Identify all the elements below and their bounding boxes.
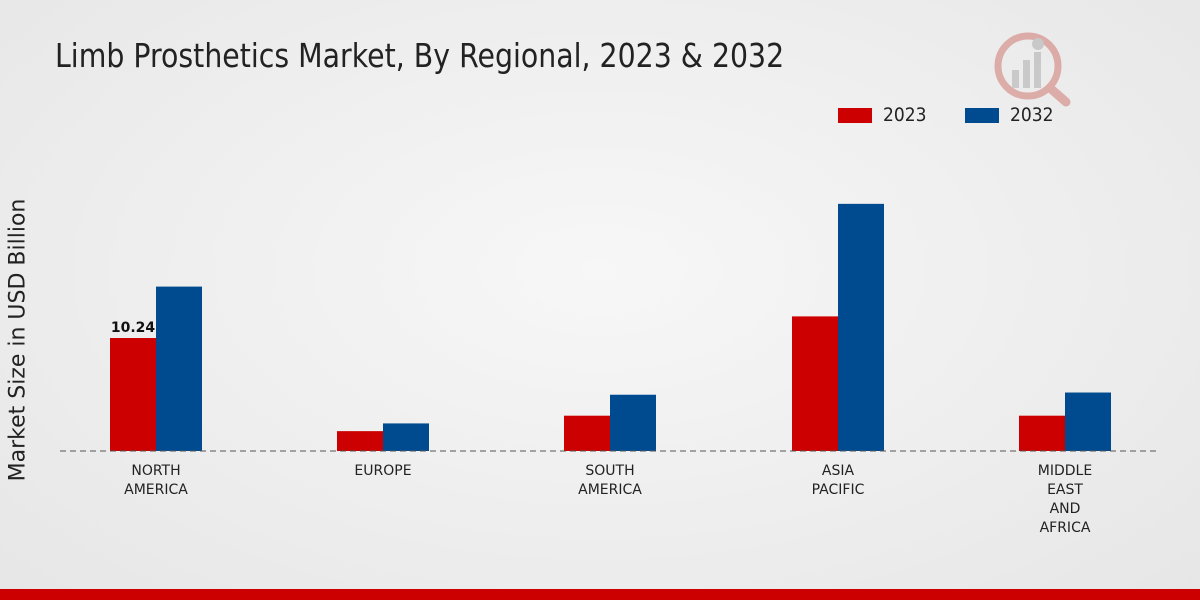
chart-title: Limb Prosthetics Market, By Regional, 20… (55, 36, 785, 75)
brand-logo-icon (994, 32, 1071, 107)
bar-2032-2 (610, 394, 656, 451)
bar-2023-0 (110, 338, 156, 451)
legend-swatch-2023 (838, 107, 872, 123)
legend-label-2032: 2032 (1010, 104, 1054, 126)
bar-2023-4 (1019, 415, 1065, 451)
legend-item-2023: 2023 (838, 104, 931, 126)
legend-item-2032: 2032 (965, 104, 1058, 126)
bar-2032-3 (838, 203, 884, 451)
bar-2023-3 (792, 316, 838, 451)
data-label-0: 10.24 (111, 320, 156, 336)
x-tick-label-0: NORTH AMERICA (124, 463, 188, 498)
bar-2032-1 (383, 423, 429, 451)
bar-2032-4 (1065, 392, 1111, 451)
legend-swatch-2032 (965, 107, 1000, 123)
legend: 2023 2032 (838, 104, 1093, 126)
plot-area: NORTH AMERICA EUROPE SOUTH AMERICA ASIA PACIFI… (60, 203, 1160, 536)
x-tick-label-2: SOUTH AMERICA (578, 463, 642, 498)
x-tick-label-4: MIDDLE EAST AND AFRICA (1038, 463, 1092, 536)
legend-label-2023: 2023 (883, 104, 927, 126)
bar-2032-0 (156, 286, 202, 451)
bar-2023-2 (564, 415, 610, 451)
bar-2023-1 (337, 431, 383, 451)
x-tick-label-1: EUROPE (354, 463, 411, 479)
bottom-accent-bar (0, 589, 1200, 600)
x-tick-label-3: ASIA PACIFIC (812, 463, 865, 498)
